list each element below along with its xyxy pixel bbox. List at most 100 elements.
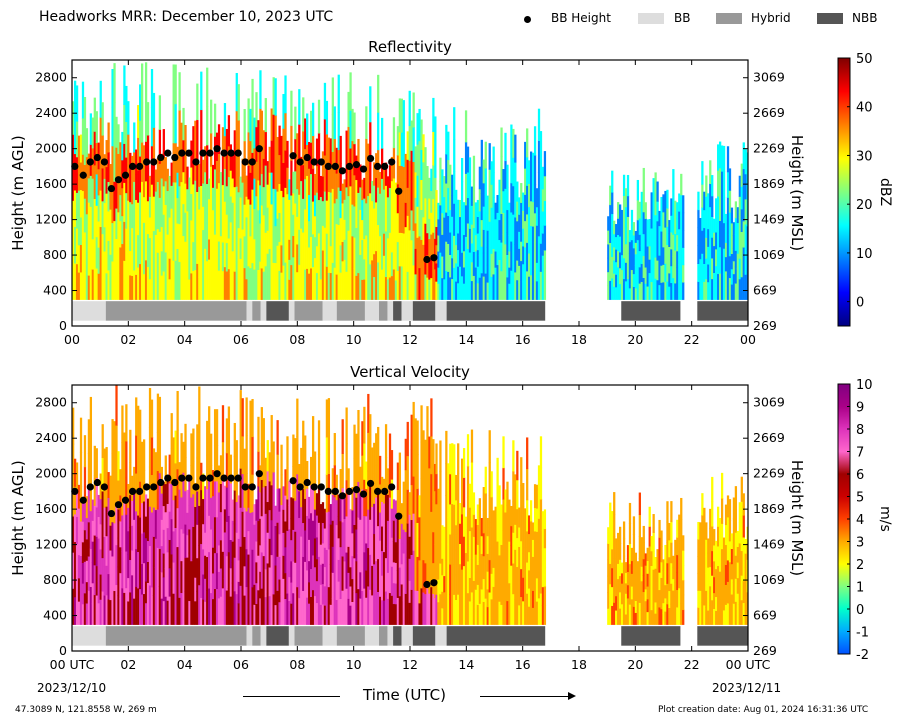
bb-height-point: [345, 162, 354, 170]
velocity-panel: 00 UTC 02 04 06 08 10 12 14 16 18 20 22 00 UTC040080…: [9, 363, 893, 672]
bb-height-point: [374, 162, 382, 170]
y-tick-label: 1600: [35, 501, 67, 516]
bb-height-point: [345, 487, 354, 495]
classification-segment: [288, 301, 295, 321]
classification-segment: [387, 301, 394, 321]
x-tick-label: 08: [289, 332, 305, 347]
bb-height-point: [206, 149, 214, 157]
colorbar-tick-label: 10: [856, 247, 873, 262]
bb-height-point: [220, 474, 228, 482]
bb-height-point: [136, 162, 144, 170]
classification-segment: [393, 626, 402, 646]
x-tick-label: 00 UTC: [50, 657, 95, 672]
x-tick-label: 16: [515, 657, 531, 672]
y-tick-label: 800: [43, 247, 67, 262]
classification-segment: [697, 301, 748, 321]
y-tick-label: 1600: [35, 176, 67, 191]
bb-height-point: [381, 487, 389, 495]
bb-height-point: [213, 145, 221, 153]
bb-height-point: [79, 496, 87, 504]
bb-height-point: [423, 255, 431, 264]
x-tick-label: 04: [177, 657, 193, 672]
bb-height-point: [352, 161, 361, 169]
colorbar-tick-label: 1: [856, 581, 864, 596]
bb-height-point: [121, 171, 130, 179]
y-tick-label-right: 1869: [753, 501, 785, 516]
bb-height-point: [171, 153, 179, 162]
bb-height-point: [374, 487, 382, 495]
y-tick-label: 2000: [35, 466, 67, 481]
bb-height-point: [317, 158, 325, 166]
classification-segment: [379, 626, 388, 646]
legend-hybrid-swatch: [716, 13, 742, 24]
bb-height-point: [150, 158, 158, 166]
page-title: Headworks MRR: December 10, 2023 UTC: [39, 9, 334, 25]
colorbar: 50 40 30 20 10 0 dBZ: [837, 52, 893, 327]
x-tick-label: 20: [627, 657, 643, 672]
bb-height-point: [310, 158, 318, 166]
classification-segment: [260, 301, 267, 321]
bb-height-point: [423, 580, 431, 589]
bb-height-point: [93, 153, 101, 162]
legend-bb-label: BB: [674, 11, 691, 25]
bb-height-point: [157, 478, 165, 487]
y-tick-label: 0: [59, 318, 67, 333]
bb-height-point: [178, 149, 186, 157]
classification-segment: [393, 301, 402, 321]
bb-height-point: [164, 474, 172, 482]
y-tick-label-right: 2669: [753, 430, 785, 445]
classification-segment: [252, 301, 261, 321]
bb-height-point: [171, 478, 179, 487]
bb-height-point: [143, 483, 151, 491]
classification-segment: [621, 301, 681, 321]
bb-height-point: [192, 158, 200, 166]
x-tick-label: 16: [515, 332, 531, 347]
y-tick-label: 2800: [35, 70, 67, 85]
x-axis-arrow-left: [243, 696, 340, 697]
classification-segment: [446, 301, 546, 321]
y-tick-label-right: 1469: [753, 212, 785, 227]
x-axis-label: Time (UTC): [363, 686, 446, 704]
bb-height-point: [143, 158, 151, 166]
x-tick-label: 06: [233, 332, 249, 347]
bb-height-point: [430, 254, 438, 262]
x-axis-arrow-right: [480, 696, 570, 697]
bb-height-point: [430, 579, 438, 587]
bb-height-point: [241, 483, 249, 491]
y-tick-label-right: 3069: [753, 70, 785, 85]
y-tick-label-right: 1069: [753, 572, 785, 587]
colorbar-tick-label: 3: [856, 536, 864, 551]
bb-height-point: [157, 153, 165, 162]
bb-height-point: [366, 479, 375, 488]
bb-height-point: [248, 158, 256, 166]
x-tick-label: 22: [684, 332, 700, 347]
bb-height-point: [227, 149, 235, 157]
bb-height-point: [241, 158, 249, 166]
classification-segment: [364, 626, 380, 646]
heatmap-field: [72, 62, 748, 300]
bb-height-point: [192, 483, 200, 491]
x-tick-label: 12: [402, 332, 418, 347]
bb-height-point: [227, 474, 235, 482]
end-date-label: 2023/12/11: [712, 681, 782, 695]
bb-height-point: [178, 474, 186, 482]
bb-height-point: [93, 478, 101, 487]
x-tick-label: 00 UTC: [726, 657, 771, 672]
bb-height-point: [359, 165, 368, 173]
bb-height-point: [352, 486, 361, 494]
bb-height-point: [71, 487, 79, 495]
bb-height-point: [150, 483, 158, 491]
y-tick-label: 2800: [35, 395, 67, 410]
classification-segment: [266, 626, 289, 646]
y-axis-label: Height (m AGL): [9, 460, 27, 575]
x-tick-label: 18: [571, 332, 587, 347]
x-tick-label: 20: [627, 332, 643, 347]
colorbar-tick-label: 0: [856, 296, 864, 311]
y-axis-label-right: Height (m MSL): [788, 135, 806, 251]
bb-height-point: [388, 483, 396, 491]
bb-height-point: [296, 483, 304, 491]
classification-segment: [288, 626, 295, 646]
bb-height-point: [338, 167, 346, 175]
classification-segment: [697, 626, 748, 646]
y-tick-label: 2400: [35, 430, 67, 445]
